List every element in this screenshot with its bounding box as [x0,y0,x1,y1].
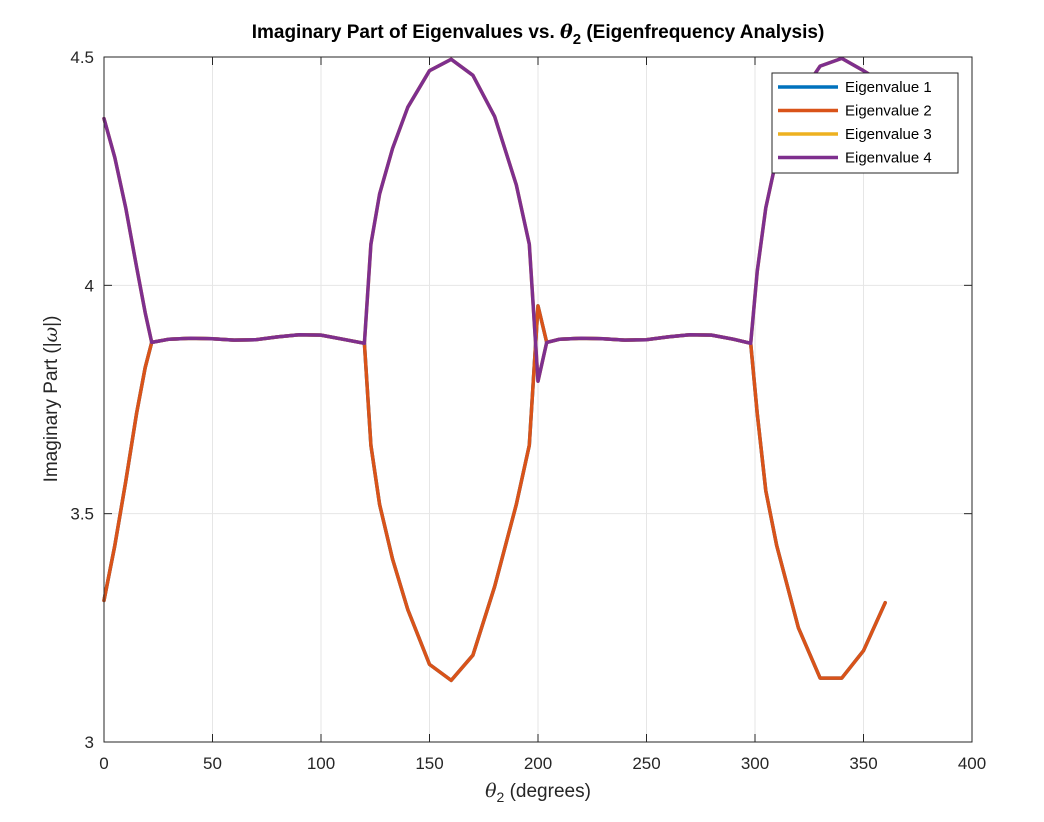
x-tick-label: 100 [307,754,335,773]
y-tick-label: 3.5 [70,505,94,524]
axis-ticks: 0 50 100 150 200 250 300 350 400 3 3.5 4 4.5 [70,48,986,773]
y-axis-label: Imaginary Part (|ω|) [40,316,62,483]
series-lines [102,56,887,683]
x-tick-label: 350 [849,754,877,773]
x-tick-label: 250 [632,754,660,773]
y-tick-label: 4.5 [70,48,94,67]
legend: Eigenvalue 1 Eigenvalue 2 Eigenvalue 3 Eige… [771,72,959,174]
x-tick-label: 400 [958,754,986,773]
legend-label-eigenvalue-2: Eigenvalue 2 [845,103,932,120]
x-axis-label: θ2 (degrees) [485,780,591,805]
x-tick-label: 50 [203,754,222,773]
legend-label-eigenvalue-3: Eigenvalue 3 [845,126,932,143]
y-tick-label: 4 [85,276,94,295]
series-line-eigenvalue-4 [102,56,887,383]
x-tick-label: 150 [415,754,443,773]
x-tick-label: 0 [99,754,108,773]
legend-label-eigenvalue-4: Eigenvalue 4 [845,150,932,167]
x-tick-label: 300 [741,754,769,773]
chart-title: Imaginary Part of Eigenvalues vs. θ2 (Ei… [252,21,825,48]
y-tick-label: 3 [85,733,94,752]
x-tick-label: 200 [524,754,552,773]
legend-label-eigenvalue-1: Eigenvalue 1 [845,79,932,96]
